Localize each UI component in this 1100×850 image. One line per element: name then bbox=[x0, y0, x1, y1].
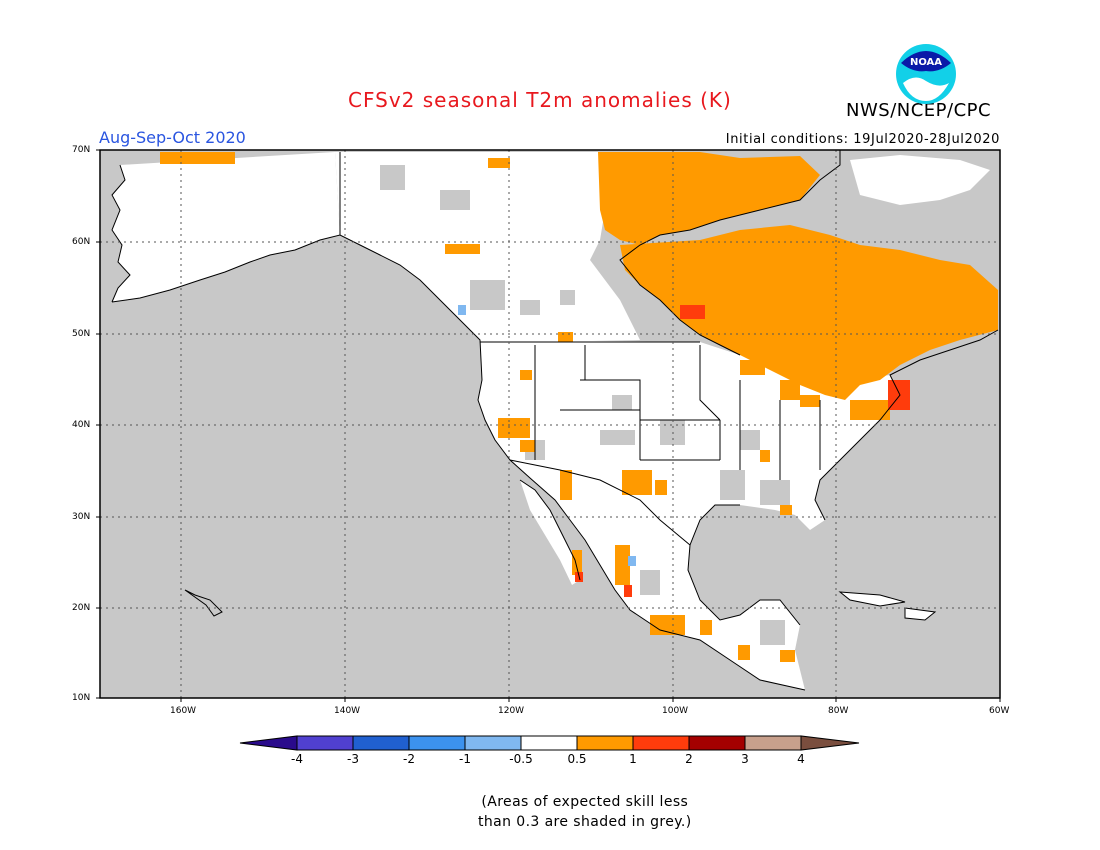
lon-label-100w: 100W bbox=[662, 706, 689, 716]
colorbar-box bbox=[464, 735, 522, 751]
skill-note: (Areas of expected skill less than 0.3 a… bbox=[478, 792, 692, 832]
colorbar-box bbox=[576, 735, 634, 751]
lat-label-60n: 60N bbox=[72, 237, 91, 247]
colorbar-box bbox=[352, 735, 410, 751]
logo-text: NOAA bbox=[910, 57, 942, 68]
colorbar-box bbox=[408, 735, 466, 751]
map-frame bbox=[99, 149, 1001, 699]
lon-label-60w: 60W bbox=[989, 706, 1010, 716]
colorbar-box bbox=[632, 735, 690, 751]
colorbar-box bbox=[296, 735, 354, 751]
agency-label: NWS/NCEP/CPC bbox=[846, 100, 992, 121]
colorbar-tick-label: -4 bbox=[291, 752, 303, 766]
axis-ticks bbox=[96, 149, 1001, 702]
colorbar-tick-label: -0.5 bbox=[509, 752, 533, 766]
colorbar-box bbox=[520, 735, 578, 751]
initial-conditions: Initial conditions: 19Jul2020-28Jul2020 bbox=[725, 132, 1000, 147]
colorbar-tick-label: -1 bbox=[459, 752, 471, 766]
colorbar-tick-label: 3 bbox=[741, 752, 749, 766]
colorbar-tick-label: -3 bbox=[347, 752, 359, 766]
lat-label-20n: 20N bbox=[72, 603, 91, 613]
lat-label-40n: 40N bbox=[72, 420, 91, 430]
warm-anomaly-0.5-1 bbox=[160, 152, 998, 662]
colorbar-arrow-high bbox=[800, 735, 860, 751]
colorbar-tick-label: 2 bbox=[685, 752, 693, 766]
lon-label-120w: 120W bbox=[498, 706, 525, 716]
cool-anomaly bbox=[458, 305, 636, 566]
noaa-logo: NOAA bbox=[896, 44, 956, 104]
colorbar-box bbox=[688, 735, 746, 751]
no-skill-patches bbox=[380, 165, 790, 645]
colorbar-tick-label: 0.5 bbox=[567, 752, 587, 766]
forecast-period: Aug-Sep-Oct 2020 bbox=[99, 128, 246, 147]
lat-label-10n: 10N bbox=[72, 693, 91, 703]
skill-note-line-1: (Areas of expected skill less bbox=[481, 794, 689, 810]
colorbar-arrow-low bbox=[239, 735, 298, 751]
colorbar-tick-label: 4 bbox=[797, 752, 805, 766]
lon-label-160w: 160W bbox=[170, 706, 197, 716]
map-title: CFSv2 seasonal T2m anomalies (K) bbox=[348, 88, 732, 112]
lat-label-30n: 30N bbox=[72, 512, 91, 522]
coastlines-borders bbox=[111, 150, 999, 691]
colorbar-box bbox=[744, 735, 802, 751]
land-skill-areas bbox=[112, 152, 990, 690]
lat-label-70n: 70N bbox=[72, 145, 91, 155]
colorbar-tick-label: -2 bbox=[403, 752, 415, 766]
skill-note-line-2: than 0.3 are shaded in grey.) bbox=[478, 814, 692, 830]
lon-label-140w: 140W bbox=[334, 706, 361, 716]
colorbar-tick-label: 1 bbox=[629, 752, 637, 766]
lon-label-80w: 80W bbox=[828, 706, 849, 716]
graticule bbox=[100, 150, 1000, 698]
lat-label-50n: 50N bbox=[72, 329, 91, 339]
